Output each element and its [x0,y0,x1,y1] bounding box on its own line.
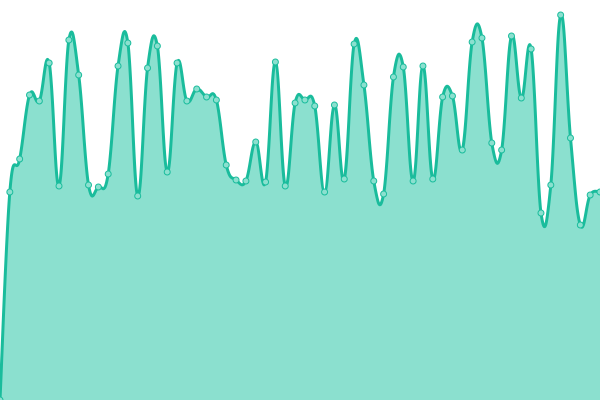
data-point-23 [222,161,230,169]
data-point-49 [478,34,486,42]
data-point-61 [596,188,600,196]
data-points [0,11,600,400]
data-point-17 [163,168,171,176]
data-point-31 [301,96,309,104]
data-point-59 [576,221,584,229]
data-point-47 [458,146,466,154]
data-point-51 [498,146,506,154]
data-point-35 [340,175,348,183]
data-point-1 [6,188,14,196]
data-point-28 [271,58,279,66]
data-point-15 [144,64,152,72]
data-point-2 [16,155,24,163]
data-point-6 [55,182,63,190]
data-point-7 [65,36,73,44]
data-point-46 [448,92,456,100]
data-point-9 [85,181,93,189]
data-point-32 [311,102,319,110]
data-point-36 [350,40,358,48]
data-point-26 [252,138,260,146]
data-point-34 [330,101,338,109]
data-point-8 [75,71,83,79]
data-point-12 [114,62,122,70]
data-point-0 [0,396,4,400]
data-point-50 [488,139,496,147]
data-point-45 [439,93,447,101]
data-point-14 [134,192,142,200]
data-point-39 [380,190,388,198]
data-point-56 [547,181,555,189]
data-point-43 [419,62,427,70]
data-point-54 [527,45,535,53]
data-point-19 [183,97,191,105]
data-point-58 [566,134,574,142]
data-point-16 [153,42,161,50]
data-point-37 [360,81,368,89]
data-point-27 [262,178,270,186]
data-point-22 [212,96,220,104]
data-point-20 [193,85,201,93]
data-point-24 [232,176,240,184]
data-point-4 [35,97,43,105]
data-point-18 [173,59,181,67]
data-point-52 [507,32,515,40]
area-fill [0,14,600,400]
data-point-21 [203,93,211,101]
series-line [0,13,600,400]
data-point-33 [321,188,329,196]
data-point-25 [242,177,250,185]
data-point-57 [557,11,565,19]
data-point-29 [281,182,289,190]
data-point-13 [124,39,132,47]
data-point-10 [94,183,102,191]
data-point-42 [409,177,417,185]
data-point-60 [586,191,594,199]
data-point-30 [291,99,299,107]
data-point-40 [389,73,397,81]
data-point-44 [429,175,437,183]
data-point-55 [537,209,545,217]
data-point-38 [370,177,378,185]
data-point-5 [45,59,53,67]
data-point-41 [399,63,407,71]
data-point-53 [517,94,525,102]
data-point-11 [104,170,112,178]
data-point-3 [26,91,34,99]
data-point-48 [468,38,476,46]
